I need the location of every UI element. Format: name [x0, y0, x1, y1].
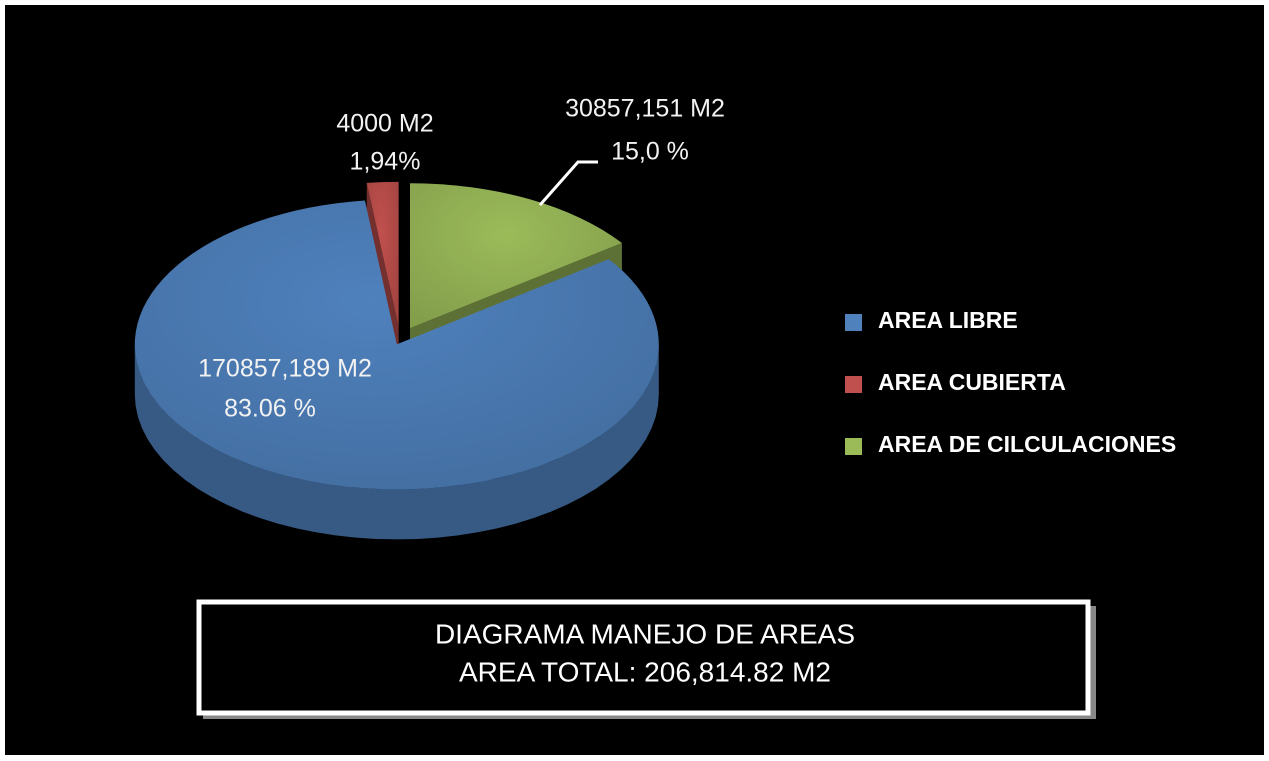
- slice: [134, 200, 659, 490]
- legend-swatch: [845, 314, 862, 331]
- value-label: 4000 M2: [336, 110, 433, 138]
- pie: [134, 181, 659, 540]
- percent-label: 83.06 %: [224, 395, 316, 423]
- legend-label: AREA CUBIERTA: [878, 369, 1066, 395]
- leader-line: [538, 160, 598, 206]
- legend-swatch: [845, 438, 862, 455]
- value-label: 30857,151 M2: [565, 95, 725, 123]
- slice: [409, 183, 622, 329]
- subtitle: AREA TOTAL: 206,814.82 M2: [459, 656, 831, 687]
- percent-label: 1,94%: [350, 148, 421, 176]
- slice-side: [134, 344, 659, 540]
- title-box: [196, 599, 1091, 716]
- title: DIAGRAMA MANEJO DE AREAS: [435, 618, 855, 649]
- slice: [366, 181, 399, 327]
- legend-swatch: [845, 376, 862, 393]
- percent-label: 15,0 %: [611, 138, 689, 166]
- legend: AREA LIBRE AREA CUBIERTA AREA DE CILCULACI…: [845, 307, 1176, 457]
- legend-label: AREA DE CILCULACIONES: [878, 431, 1176, 457]
- value-label: 170857,189 M2: [198, 355, 372, 383]
- legend-label: AREA LIBRE: [878, 307, 1018, 333]
